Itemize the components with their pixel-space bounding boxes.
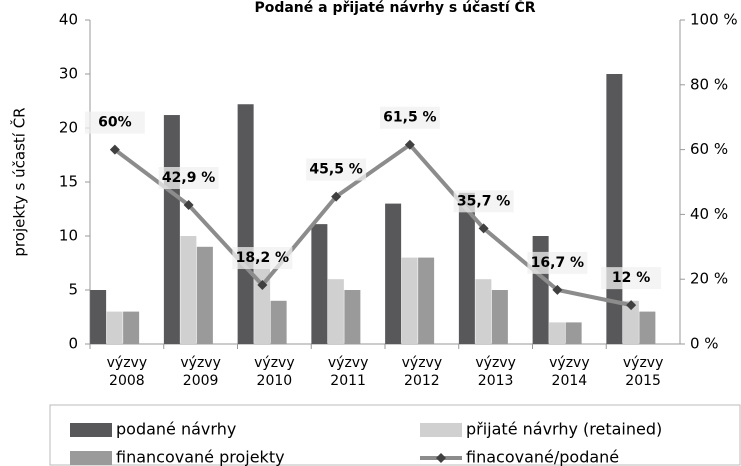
legend-label: finacované/podané — [466, 448, 619, 466]
y-tick-label: 30 — [59, 65, 78, 83]
data-label-bg — [453, 190, 514, 213]
y-tick-label: 40 — [59, 11, 78, 29]
legend-label: podané návrhy — [116, 420, 236, 439]
y2-tick-label: 0 % — [690, 335, 719, 353]
y-tick-label: 20 — [59, 119, 78, 137]
bar — [163, 115, 180, 344]
line — [113, 142, 632, 308]
x-tick-label: výzvy 2011 — [327, 355, 369, 389]
bar — [90, 290, 107, 344]
bar — [311, 224, 328, 344]
bar — [254, 257, 271, 344]
data-label: 45,5 % — [309, 162, 362, 178]
bar — [106, 311, 123, 344]
bar — [491, 290, 508, 344]
data-label: 35,7 % — [457, 193, 510, 209]
x-tick-label: výzvy 2013 — [475, 355, 516, 389]
legend-swatch — [70, 451, 112, 465]
bar — [123, 311, 140, 344]
marker — [183, 200, 194, 211]
marker — [552, 284, 563, 295]
data-label-bg — [601, 267, 662, 290]
bar — [270, 300, 287, 344]
marker — [257, 280, 268, 291]
bar — [344, 290, 361, 344]
marker — [626, 300, 637, 311]
data-label-bg — [527, 251, 588, 274]
marker — [331, 191, 342, 202]
data-label: 18,2 % — [236, 250, 289, 266]
bar — [196, 246, 213, 344]
legend-swatch — [70, 423, 112, 437]
y-tick-label: 15 — [59, 173, 78, 191]
data-label-bg — [379, 106, 440, 129]
legend-marker — [436, 453, 446, 463]
x-tick-label: výzvy 2009 — [180, 355, 221, 389]
bar — [475, 279, 492, 344]
data-label-bg — [306, 158, 367, 181]
data-label-bg — [232, 247, 293, 270]
marker — [478, 223, 489, 234]
y-tick-label: 10 — [59, 227, 78, 245]
data-label: 12 % — [612, 270, 650, 286]
legend-box — [49, 404, 741, 466]
y2-tick-label: 80 % — [690, 75, 728, 93]
bar — [180, 236, 197, 344]
x-tick-label: výzvy 2014 — [549, 355, 590, 389]
data-label: 60% — [98, 115, 132, 131]
bar — [549, 322, 566, 344]
legend-label: přijaté návrhy (retained) — [466, 420, 662, 439]
y2-tick-label: 100 % — [690, 11, 738, 29]
data-label-bg — [158, 167, 219, 190]
marker — [404, 139, 415, 150]
bar — [385, 203, 402, 344]
data-label-bg — [84, 111, 145, 134]
y2-tick-label: 20 % — [690, 270, 728, 288]
legend-label: financované projekty — [116, 448, 285, 466]
data-label: 42,9 % — [162, 170, 215, 186]
x-tick-label: výzvy 2012 — [401, 355, 443, 389]
bar — [458, 192, 475, 344]
bar — [418, 257, 435, 344]
bar — [565, 322, 582, 344]
y-tick-label: 5 — [68, 281, 78, 299]
y2-tick-label: 60 % — [690, 140, 728, 158]
bar — [327, 279, 344, 344]
data-label: 61,5 % — [383, 110, 436, 126]
x-tick-label: výzvy 2010 — [254, 355, 295, 389]
marker — [109, 144, 120, 155]
x-tick-label: výzvy 2008 — [106, 355, 148, 389]
x-tick-label: výzvy 2015 — [622, 355, 664, 389]
data-label: 16,7 % — [531, 255, 584, 271]
y-tick-label: 0 — [68, 335, 78, 353]
bar — [401, 257, 418, 344]
bar — [639, 311, 656, 344]
chart-title: Podané a přijaté návrhy s účastí ČR — [254, 0, 535, 16]
y-axis-label: projekty s účastí ČR — [10, 107, 29, 256]
bar — [622, 300, 639, 344]
legend-swatch — [420, 423, 462, 437]
y2-tick-label: 40 % — [690, 205, 728, 223]
bar — [237, 104, 254, 345]
